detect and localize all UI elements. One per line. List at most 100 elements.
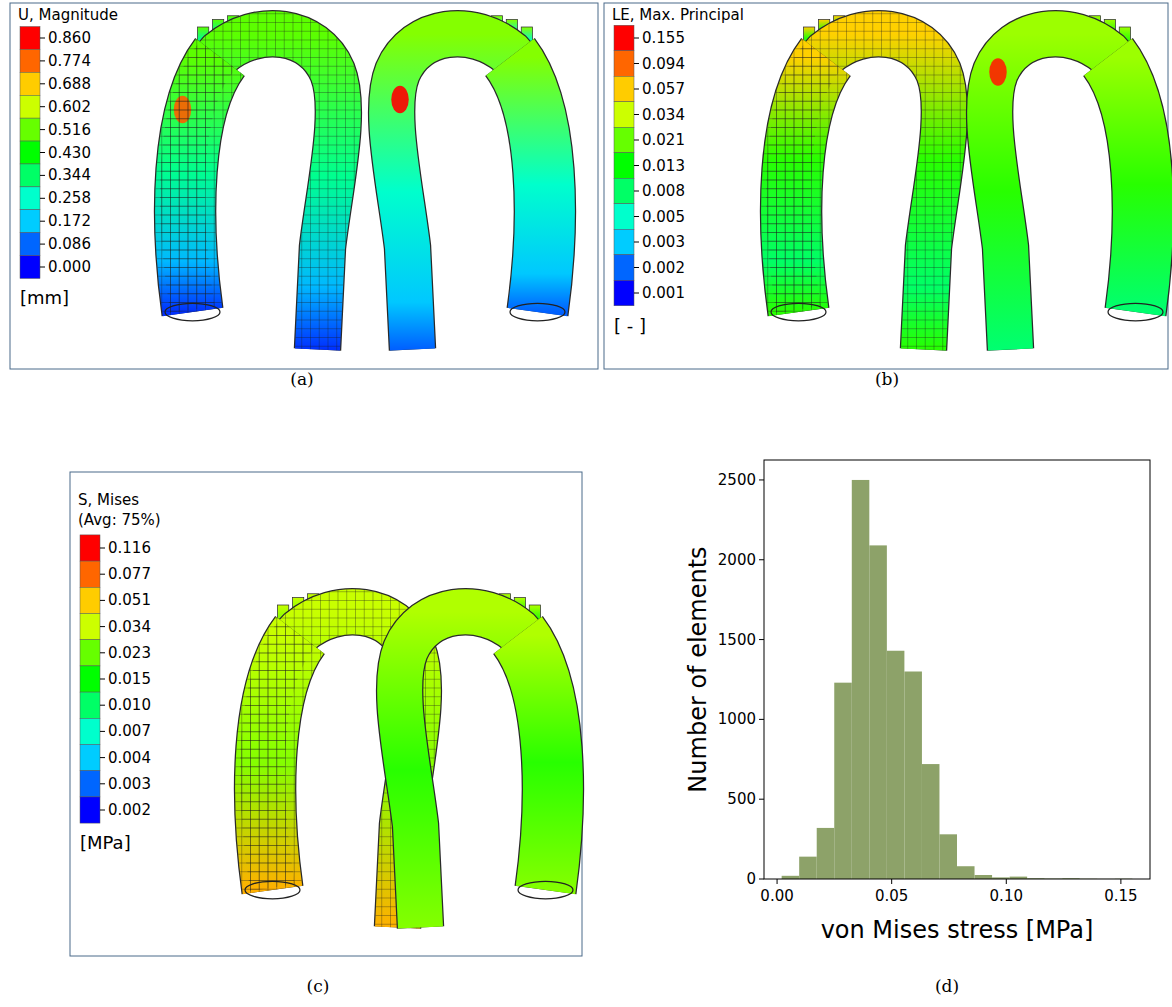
legend-unit: [mm] bbox=[20, 287, 69, 308]
legend-unit: [MPa] bbox=[80, 832, 131, 853]
legend-level: 0.021 bbox=[642, 131, 685, 149]
legend-swatch bbox=[614, 127, 634, 153]
hot-spot bbox=[989, 58, 1007, 86]
hot-spot bbox=[391, 86, 409, 114]
legend-tick bbox=[40, 60, 45, 61]
legend-swatch bbox=[614, 178, 634, 204]
legend-level: 0.172 bbox=[48, 212, 91, 230]
legend-level: 0.002 bbox=[642, 259, 685, 277]
legend-level: 0.010 bbox=[108, 696, 151, 714]
histogram-bar bbox=[939, 834, 957, 879]
aorta bbox=[771, 16, 944, 350]
aorta-wall bbox=[400, 612, 556, 928]
aorta-mesh bbox=[185, 57, 220, 312]
legend-swatch bbox=[614, 280, 634, 306]
aorta-root bbox=[518, 881, 573, 899]
aorta-wall bbox=[518, 635, 553, 890]
x-tick-label: 0.15 bbox=[1104, 887, 1137, 905]
legend-level: 0.001 bbox=[642, 284, 685, 302]
y-tick bbox=[759, 799, 764, 800]
legend-swatch bbox=[20, 164, 40, 187]
legend-level: 0.034 bbox=[108, 618, 151, 636]
y-tick-label: 2000 bbox=[718, 551, 756, 569]
aorta-mesh bbox=[183, 34, 339, 350]
legend-tick bbox=[634, 191, 639, 192]
legend-level: 0.002 bbox=[108, 801, 151, 819]
aorta-root bbox=[245, 881, 300, 899]
legend-swatch bbox=[614, 102, 634, 128]
aorta-wall bbox=[265, 635, 300, 890]
histogram-bar bbox=[975, 875, 993, 879]
legend-swatch bbox=[80, 745, 100, 771]
legend-swatch bbox=[80, 587, 100, 613]
legend-tick bbox=[634, 63, 639, 64]
legend-swatch bbox=[614, 76, 634, 102]
legend-title: S, Mises bbox=[78, 491, 139, 509]
legend-swatch bbox=[614, 153, 634, 179]
panel-frame bbox=[604, 3, 1168, 369]
legend-level: 0.094 bbox=[642, 55, 685, 73]
legend-swatch bbox=[20, 141, 40, 164]
legend-tick bbox=[40, 83, 45, 84]
panel-frame bbox=[70, 472, 582, 956]
histogram-bar bbox=[957, 866, 975, 879]
legend-subtitle: (Avg: 75%) bbox=[78, 511, 161, 529]
legend-level: 0.000 bbox=[48, 258, 91, 276]
legend-level: 0.003 bbox=[642, 233, 685, 251]
legend-tick bbox=[40, 267, 45, 268]
legend-tick bbox=[634, 89, 639, 90]
panel-frame bbox=[10, 3, 598, 369]
legend-tick bbox=[40, 221, 45, 222]
legend-tick bbox=[40, 175, 45, 176]
aorta bbox=[400, 594, 573, 928]
y-tick bbox=[759, 559, 764, 560]
legend-level: 0.430 bbox=[48, 144, 91, 162]
legend-tick bbox=[100, 652, 105, 653]
legend-tick bbox=[100, 679, 105, 680]
legend-tick bbox=[100, 731, 105, 732]
y-tick bbox=[759, 719, 764, 720]
legend-level: 0.004 bbox=[108, 749, 151, 767]
legend-tick bbox=[40, 106, 45, 107]
y-tick bbox=[759, 639, 764, 640]
legend-tick bbox=[634, 267, 639, 268]
aorta-outline bbox=[518, 635, 553, 890]
legend-tick bbox=[634, 140, 639, 141]
y-tick-label: 1000 bbox=[718, 710, 756, 728]
aorta bbox=[165, 16, 338, 350]
y-axis-title: Number of elements bbox=[684, 546, 712, 792]
legend-swatch bbox=[80, 666, 100, 692]
legend-swatch bbox=[20, 95, 40, 118]
legend-swatch bbox=[614, 204, 634, 230]
aorta-outline bbox=[185, 57, 220, 312]
legend-level: 0.051 bbox=[108, 591, 151, 609]
legend-swatch bbox=[80, 692, 100, 718]
legend-swatch bbox=[20, 27, 40, 50]
figure: U, Magnitude0.8600.7740.6880.6020.5160.4… bbox=[0, 0, 1172, 1007]
x-tick bbox=[777, 879, 778, 884]
aorta-outline bbox=[1108, 57, 1143, 312]
legend-title: LE, Max. Principal bbox=[612, 6, 744, 24]
histogram-bar bbox=[904, 671, 922, 879]
x-tick-label: 0.00 bbox=[760, 887, 793, 905]
legend-tick bbox=[100, 810, 105, 811]
legend-tick bbox=[100, 574, 105, 575]
aorta-outline bbox=[392, 34, 548, 350]
aorta-wall bbox=[990, 34, 1146, 350]
aorta-root bbox=[165, 303, 220, 321]
aorta-outline bbox=[400, 612, 556, 928]
legend-swatch bbox=[20, 210, 40, 233]
legend-tick bbox=[40, 198, 45, 199]
legend-swatch bbox=[80, 771, 100, 797]
histogram-bar bbox=[922, 764, 940, 879]
aorta-mesh bbox=[265, 635, 300, 890]
legend-level: 0.602 bbox=[48, 98, 91, 116]
legend-swatch bbox=[80, 561, 100, 587]
aorta-wall bbox=[183, 34, 339, 350]
y-tick-label: 0 bbox=[746, 870, 756, 888]
panel-caption: (b) bbox=[875, 369, 899, 389]
legend-tick bbox=[100, 548, 105, 549]
legend-level: 0.015 bbox=[108, 670, 151, 688]
legend-level: 0.077 bbox=[108, 565, 151, 583]
aorta-outline bbox=[510, 57, 545, 312]
